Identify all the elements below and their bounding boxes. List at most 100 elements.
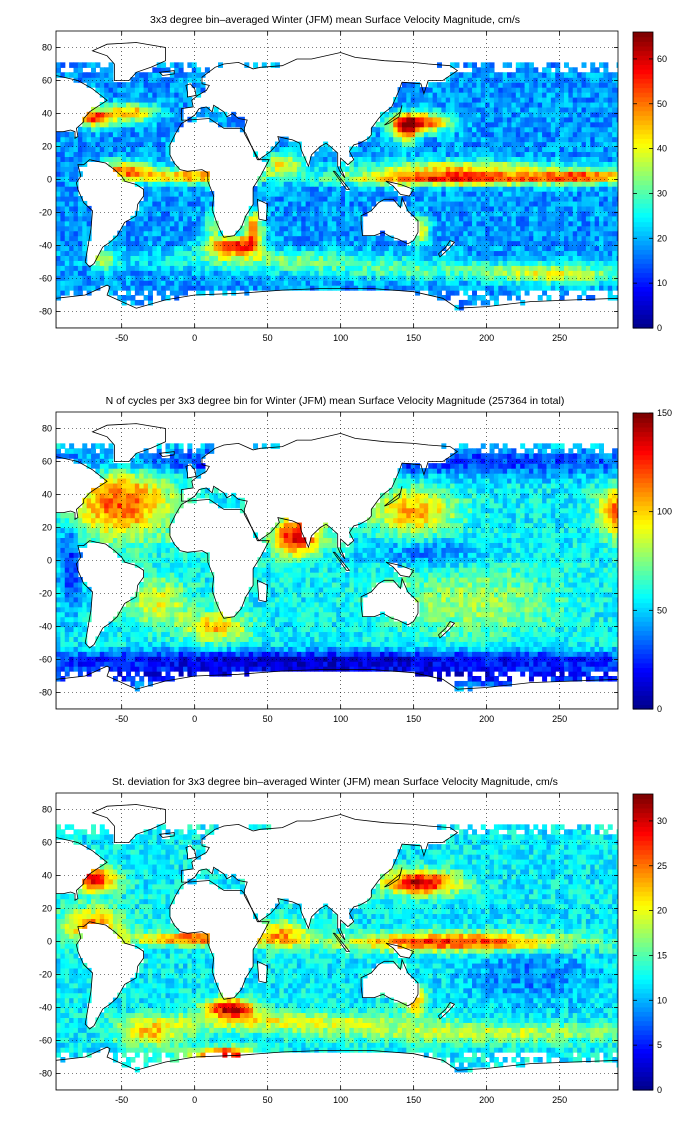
heatmap-cell — [169, 205, 175, 212]
heatmap-cell — [537, 265, 543, 271]
heatmap-cell — [502, 255, 508, 261]
heatmap-cell — [130, 92, 136, 98]
heatmap-cell — [528, 151, 534, 157]
heatmap-cell — [327, 260, 333, 266]
colorbar-segment — [633, 198, 653, 204]
heatmap-cell — [77, 270, 83, 276]
heatmap-cell — [196, 111, 202, 118]
heatmap-cell — [415, 240, 421, 247]
heatmap-cell — [428, 270, 434, 276]
heatmap-cell — [546, 186, 552, 192]
heatmap-cell — [550, 136, 556, 143]
heatmap-cell — [550, 82, 556, 88]
heatmap-cell — [537, 171, 543, 177]
heatmap-cell — [152, 200, 158, 207]
heatmap-cell — [134, 280, 140, 286]
heatmap-cell — [432, 250, 438, 256]
heatmap-cell — [480, 87, 486, 93]
heatmap-cell — [209, 196, 215, 202]
heatmap-cell — [82, 151, 88, 157]
heatmap-cell — [528, 141, 534, 148]
heatmap-cell — [441, 156, 447, 162]
heatmap-cell — [463, 666, 469, 672]
heatmap-cell — [467, 255, 473, 261]
heatmap-cell — [555, 181, 561, 187]
heatmap-cell — [69, 265, 75, 271]
heatmap-cell — [524, 260, 530, 266]
heatmap-cell — [480, 205, 486, 212]
heatmap-cell — [450, 280, 456, 286]
heatmap-cell — [292, 285, 298, 291]
heatmap-cell — [279, 215, 285, 222]
heatmap-cell — [64, 131, 70, 138]
heatmap-cell — [336, 270, 342, 276]
heatmap-cell — [366, 255, 372, 261]
heatmap-cell — [559, 171, 565, 177]
heatmap-cell — [349, 196, 355, 202]
heatmap-cell — [56, 275, 61, 281]
heatmap-cell — [104, 275, 110, 281]
heatmap-cell — [590, 245, 596, 252]
heatmap-cell — [472, 299, 478, 306]
heatmap-cell — [191, 220, 197, 227]
heatmap-cell — [612, 275, 618, 281]
heatmap-cell — [147, 205, 153, 212]
heatmap-cell — [86, 280, 92, 286]
heatmap-cell — [353, 156, 359, 162]
heatmap-cell — [239, 666, 245, 672]
heatmap-cell — [366, 205, 372, 212]
heatmap-cell — [152, 151, 158, 157]
heatmap-cell — [91, 72, 97, 78]
heatmap-cell — [489, 666, 495, 672]
heatmap-cell — [152, 191, 158, 197]
heatmap-cell — [244, 245, 250, 252]
heatmap-cell — [436, 215, 442, 222]
heatmap-cell — [515, 171, 521, 177]
heatmap-cell — [126, 285, 132, 291]
heatmap-cell — [436, 171, 442, 177]
heatmap-cell — [520, 131, 526, 138]
heatmap-cell — [108, 97, 114, 103]
heatmap-cell — [130, 151, 136, 157]
heatmap-cell — [480, 171, 486, 177]
heatmap-cell — [493, 285, 499, 291]
colorbar-segment — [633, 304, 653, 311]
heatmap-cell — [585, 245, 591, 252]
heatmap-cell — [445, 111, 451, 118]
heatmap-cell — [64, 230, 70, 237]
heatmap-cell — [555, 230, 561, 237]
heatmap-cell — [183, 87, 188, 93]
heatmap-cell — [493, 270, 499, 276]
heatmap-cell — [279, 191, 285, 197]
heatmap-cell — [485, 87, 491, 93]
heatmap-cell — [397, 285, 403, 291]
heatmap-cell — [581, 111, 587, 118]
heatmap-cell — [283, 146, 289, 153]
heatmap-cell — [279, 205, 285, 212]
heatmap-cell — [428, 146, 434, 153]
heatmap-cell — [581, 72, 587, 78]
heatmap-cell — [520, 275, 526, 281]
heatmap-cell — [577, 270, 583, 276]
heatmap-cell — [349, 205, 355, 212]
heatmap-cell — [388, 111, 394, 118]
heatmap-cell — [296, 176, 302, 182]
heatmap-cell — [187, 275, 193, 281]
heatmap-cell — [454, 666, 460, 672]
heatmap-cell — [82, 230, 88, 237]
heatmap-cell — [419, 240, 425, 247]
heatmap-cell — [555, 196, 561, 202]
heatmap-cell — [550, 250, 556, 256]
heatmap-cell — [594, 676, 600, 682]
heatmap-cell — [454, 680, 460, 687]
colorbar-segment — [633, 143, 653, 149]
heatmap-cell — [86, 126, 92, 133]
heatmap-cell — [410, 101, 416, 108]
heatmap-cell — [91, 666, 97, 672]
heatmap-cell — [502, 181, 508, 187]
heatmap-cell — [493, 186, 499, 192]
heatmap-cell — [520, 141, 526, 148]
heatmap-cell — [585, 82, 591, 88]
heatmap-cell — [572, 151, 578, 157]
heatmap-cell — [599, 225, 604, 232]
